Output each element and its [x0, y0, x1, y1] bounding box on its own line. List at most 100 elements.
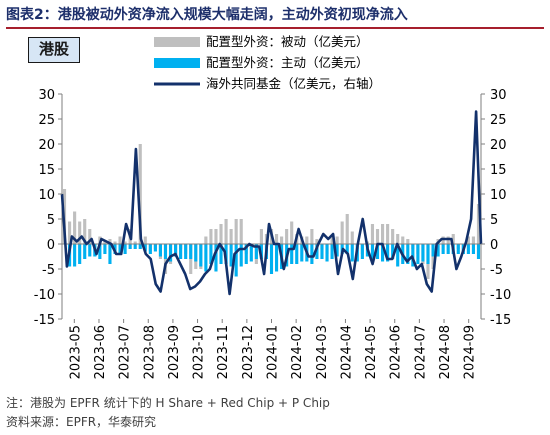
active-bar: [431, 244, 435, 257]
x-tick-label: 2023-06: [93, 325, 108, 379]
active-bar: [143, 244, 147, 252]
active-bar: [290, 244, 294, 264]
passive-bar: [380, 224, 385, 244]
active-bar: [123, 244, 127, 254]
y-tick-label-right: 5: [490, 213, 498, 228]
active-bar: [295, 244, 299, 264]
passive-bar: [466, 236, 470, 244]
active-bar: [118, 244, 122, 254]
passive-bar: [330, 236, 334, 244]
panel-tag: 港股: [28, 37, 80, 63]
active-bars: [68, 244, 481, 277]
active-bar: [78, 244, 82, 264]
y-tick-label-right: 0: [490, 238, 498, 253]
active-bar: [441, 244, 445, 254]
passive-bar: [386, 224, 390, 244]
active-bar: [380, 244, 385, 262]
active-bar: [330, 244, 334, 259]
x-tick-label: 2024-01: [266, 325, 281, 379]
passive-bar: [315, 239, 319, 244]
passive-bar: [103, 241, 107, 244]
passive-bar: [204, 236, 208, 244]
y-tick-label-left: -5: [42, 263, 55, 278]
active-bar: [360, 244, 364, 259]
passive-bar: [113, 241, 117, 244]
active-bar: [148, 244, 152, 254]
active-bar: [406, 244, 410, 264]
passive-bar: [285, 229, 289, 244]
y-tick-label-right: 20: [490, 138, 507, 153]
y-tick-label-right: 25: [490, 113, 507, 128]
active-bar: [391, 244, 395, 259]
x-tick-label: 2024-03: [315, 325, 330, 379]
passive-bar: [123, 241, 127, 244]
active-bar: [103, 244, 107, 254]
legend-label-active: 配置型外资：主动（亿美元）: [206, 55, 369, 70]
active-bar: [229, 244, 233, 267]
passive-bar: [143, 236, 147, 244]
active-bar: [184, 244, 188, 259]
active-bar: [421, 244, 425, 262]
active-bar: [174, 244, 178, 257]
passive-bar: [224, 219, 228, 244]
chart: 30 25 20 15 10 5 0 -5 -10 -15 30 25 20 15 10 5 0 -5 -10 -1…: [34, 34, 511, 379]
passive-bar: [259, 229, 263, 244]
passive-bar: [370, 224, 375, 244]
active-bar: [209, 244, 213, 264]
x-tick-label: 2023-11: [216, 325, 231, 379]
x-tick-label: 2023-12: [241, 325, 256, 379]
y-tick-label-right: -15: [490, 313, 511, 328]
active-bar: [411, 244, 415, 267]
active-bar: [310, 244, 314, 264]
x-tick-label: 2024-05: [364, 325, 379, 379]
y-ticks-left: 30 25 20 15 10 5 0 -5 -10 -15: [34, 88, 62, 328]
x-tick-label: 2024-08: [438, 325, 453, 379]
passive-bar: [340, 221, 344, 244]
active-bar: [320, 244, 324, 259]
active-bar: [426, 244, 430, 264]
active-bar: [163, 244, 168, 259]
passive-bar: [138, 144, 142, 244]
y-tick-label-left: 20: [38, 138, 55, 153]
y-tick-label-right: -5: [490, 263, 503, 278]
active-bar: [194, 244, 198, 262]
active-bar: [335, 244, 339, 257]
x-tick-label: 2024-07: [413, 325, 428, 379]
x-tick-label: 2023-05: [68, 325, 83, 379]
x-ticks: 2023-05 2023-06 2023-07 2023-08 2023-09 2023-…: [68, 319, 478, 379]
passive-bar: [350, 231, 354, 244]
legend-swatch-active: [154, 58, 200, 68]
passive-bar: [78, 221, 82, 244]
passive-bar: [239, 219, 243, 244]
legend-label-fund: 海外共同基金（亿美元，右轴）: [206, 76, 381, 91]
active-bar: [219, 244, 223, 264]
x-tick-label: 2024-04: [339, 325, 354, 379]
passive-bar: [219, 224, 223, 244]
active-bar: [98, 244, 102, 259]
mutual-fund-line: [60, 110, 483, 296]
passive-bar: [118, 236, 122, 244]
passive-bar: [471, 236, 475, 244]
passive-bar: [209, 229, 213, 244]
y-tick-label-left: 30: [38, 88, 55, 103]
active-bar: [325, 244, 329, 262]
active-bar: [416, 244, 420, 264]
figure-source: 资料来源：EPFR，华泰研究: [6, 415, 157, 429]
active-bar: [300, 244, 304, 262]
legend-label-passive: 配置型外资：被动（亿美元）: [206, 34, 369, 49]
y-tick-label-left: -15: [34, 313, 55, 328]
active-bar: [168, 244, 173, 262]
y-ticks-right: 30 25 20 15 10 5 0 -5 -10 -15: [481, 88, 511, 328]
passive-bar: [375, 229, 380, 244]
active-bar: [375, 244, 380, 259]
y-tick-label-right: 10: [490, 188, 507, 203]
active-bar: [158, 244, 163, 257]
y-tick-label-left: 5: [47, 213, 55, 228]
passive-bar: [229, 229, 233, 244]
x-tick-label: 2024-09: [463, 325, 478, 379]
active-bar: [199, 244, 203, 267]
x-tick-label: 2023-08: [142, 325, 157, 379]
figure-note: 注：港股为 EPFR 统计下的 H Share + Red Chip + P C…: [6, 396, 330, 410]
active-bar: [466, 244, 470, 254]
passive-bar: [476, 204, 481, 244]
